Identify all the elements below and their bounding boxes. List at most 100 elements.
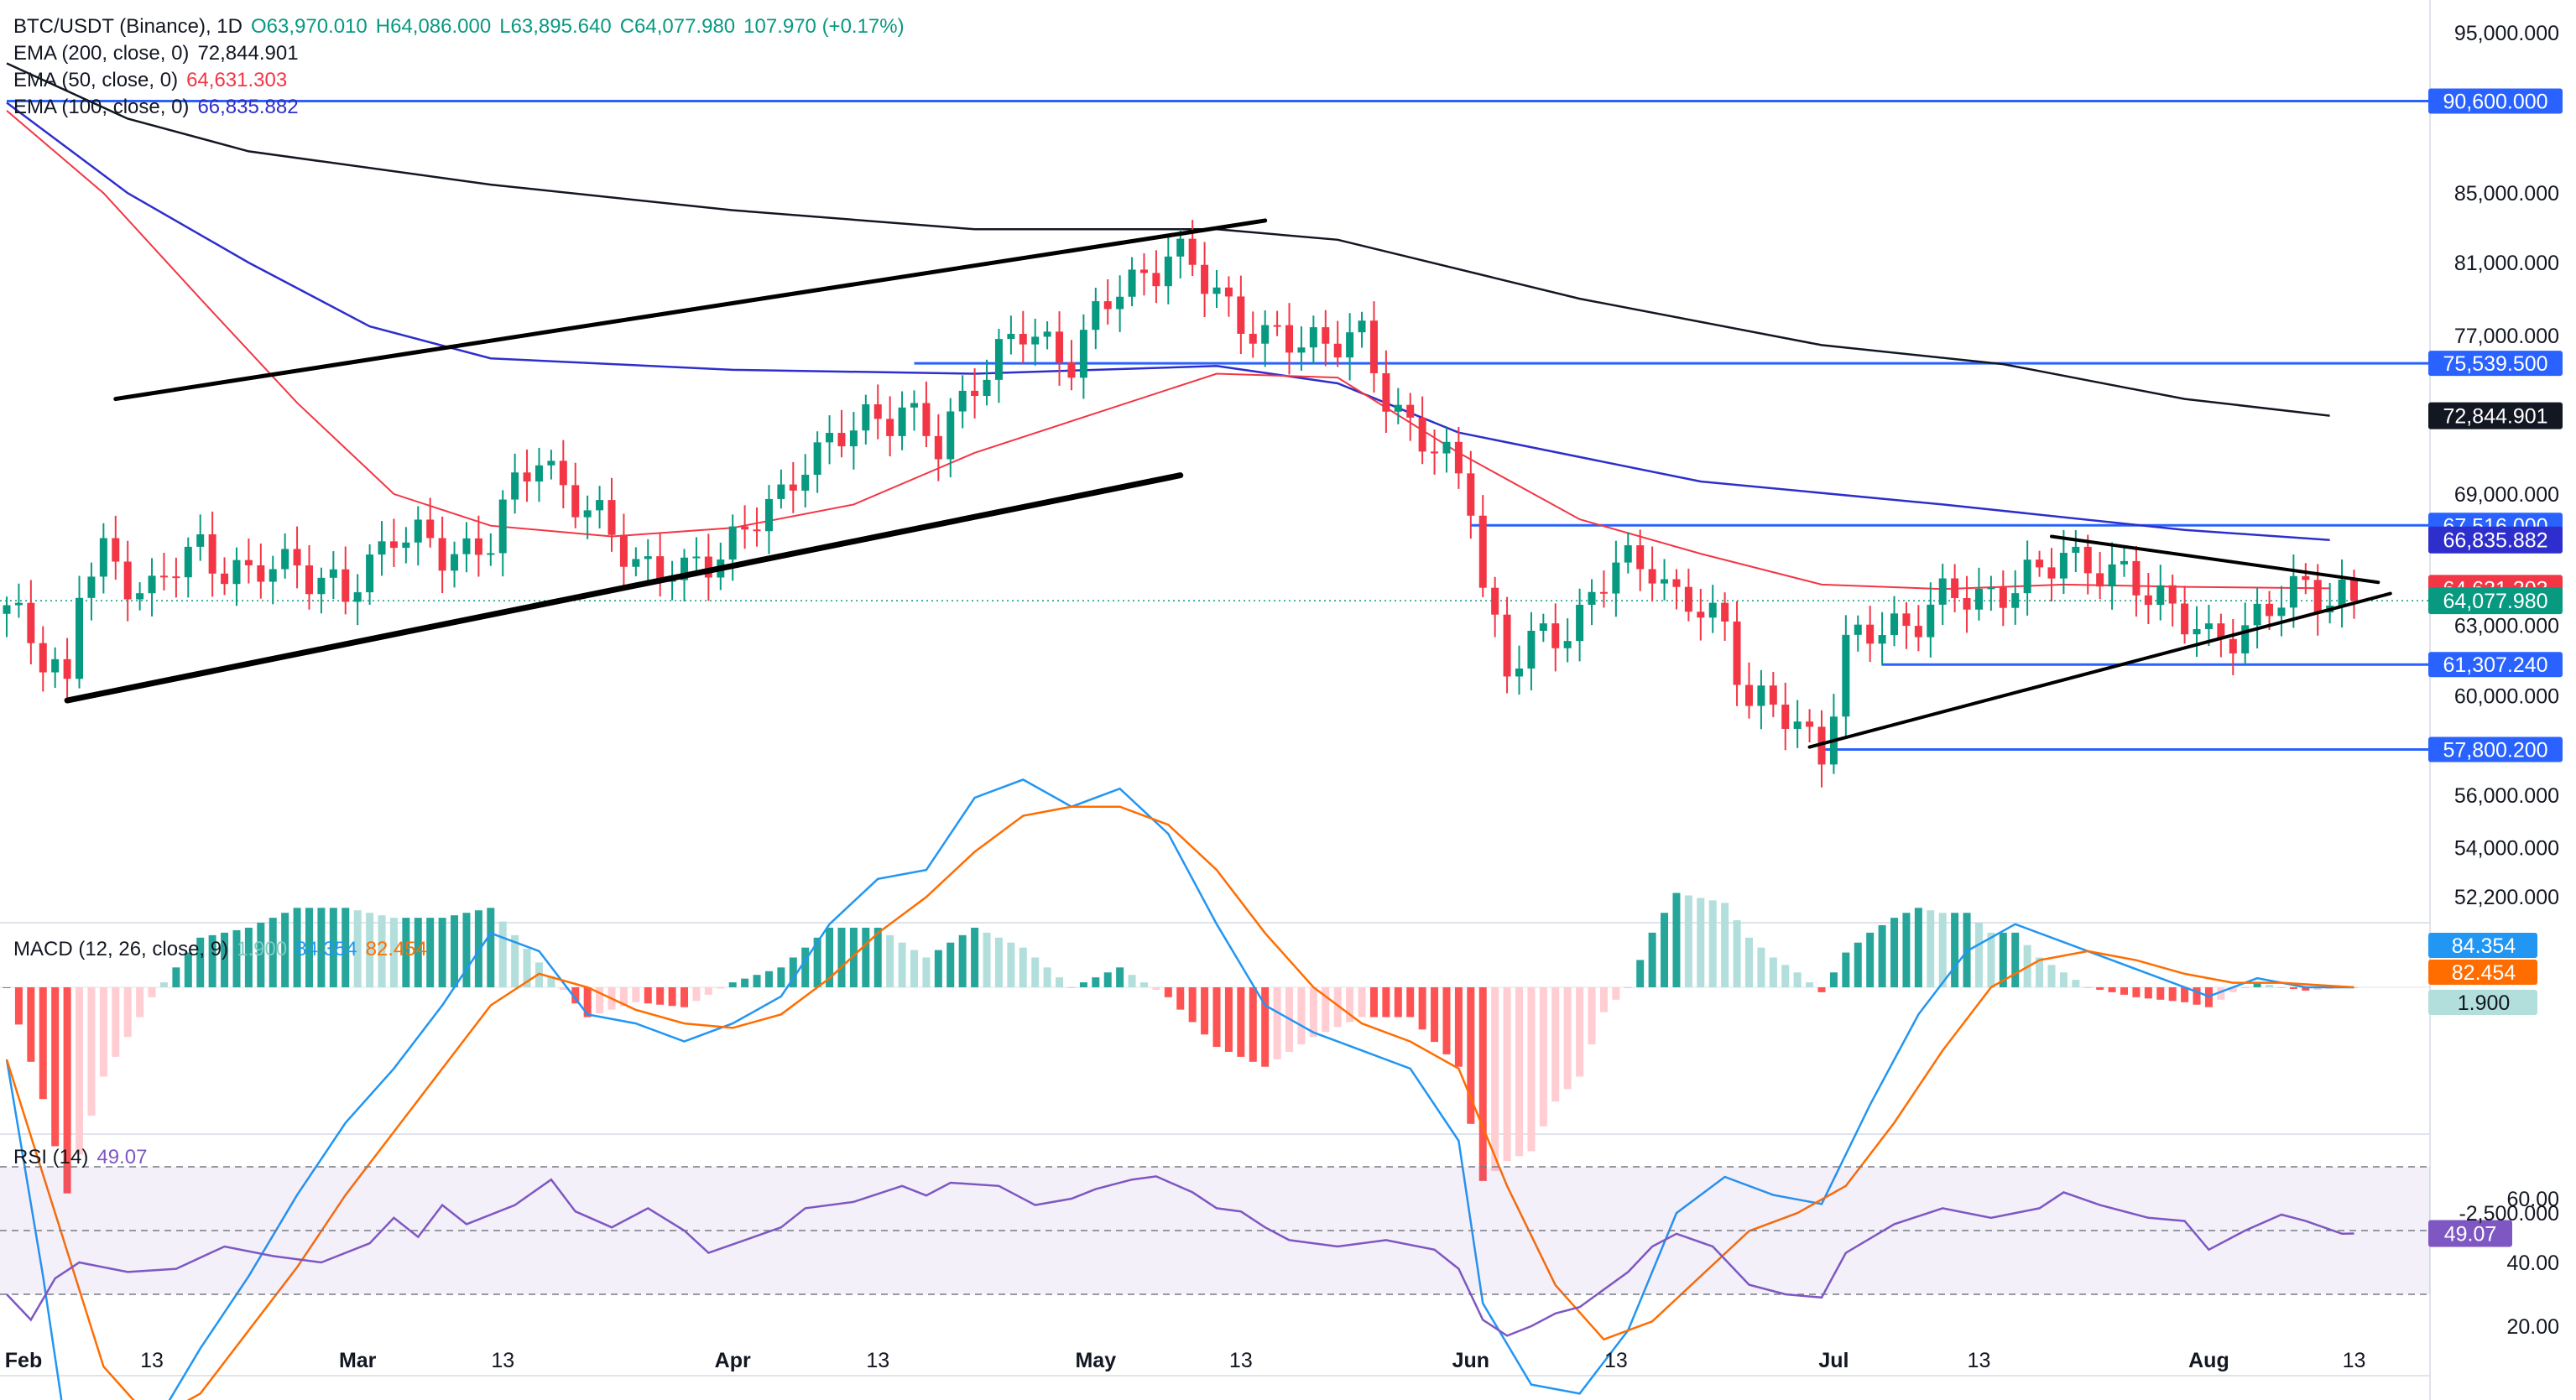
candle-body bbox=[1878, 635, 1886, 644]
macd-histogram-bar bbox=[2120, 987, 2128, 995]
candle-body bbox=[1092, 301, 1100, 330]
ema100-value: 66,835.882 bbox=[197, 96, 299, 118]
ohlc-row: BTC/USDT (Binance), 1D O63,970.010 H64,086… bbox=[13, 13, 913, 40]
macd-histogram-bar bbox=[2313, 987, 2322, 990]
candle-body bbox=[1128, 269, 1136, 297]
macd-histogram-bar bbox=[1744, 937, 1753, 987]
macd-histogram-bar bbox=[123, 987, 132, 1038]
candle-body bbox=[1116, 296, 1124, 310]
candle-body bbox=[813, 442, 821, 475]
candle-body bbox=[2241, 625, 2250, 653]
candle-body bbox=[2313, 580, 2322, 613]
macd-histogram-bar bbox=[1757, 947, 1765, 987]
price-tick-label: 81,000.000 bbox=[2454, 252, 2559, 275]
price-badge-text: 72,844.901 bbox=[2443, 405, 2547, 429]
candle-body bbox=[1346, 332, 1354, 358]
ema200-row[interactable]: EMA (200, close, 0) 72,844.901 bbox=[13, 40, 913, 67]
ema100-row[interactable]: EMA (100, close, 0) 66,835.882 bbox=[13, 94, 913, 121]
candle-body bbox=[946, 411, 955, 460]
open-value: O63,970.010 bbox=[250, 15, 368, 38]
candle-body bbox=[474, 538, 482, 555]
candle-body bbox=[1224, 287, 1233, 297]
trendline bbox=[1807, 591, 2392, 749]
price-badge bbox=[2428, 587, 2563, 615]
candle-body bbox=[184, 546, 192, 578]
macd-histogram-bar bbox=[487, 908, 495, 987]
rsi-tick-label: 20.00 bbox=[2506, 1315, 2559, 1339]
macd-histogram-bar bbox=[1103, 972, 1112, 987]
trendlines-layer[interactable] bbox=[64, 218, 2392, 749]
price-levels-layer[interactable]: 90,600.00075,539.50067,516.00061,307.240… bbox=[7, 88, 2563, 762]
candle-body bbox=[1781, 704, 1790, 729]
macd-histogram-bar bbox=[438, 918, 446, 987]
macd-histogram-bar bbox=[1056, 977, 1064, 987]
trendline bbox=[113, 218, 1268, 402]
candle-body bbox=[1056, 331, 1064, 363]
macd-histogram-bar bbox=[596, 987, 604, 1014]
macd-histogram-bar bbox=[511, 934, 519, 987]
candle-body bbox=[681, 557, 689, 580]
candle-body bbox=[2289, 575, 2297, 608]
macd-histogram-bar bbox=[1612, 987, 1620, 1000]
ema100-label: EMA (100, close, 0) bbox=[13, 96, 190, 118]
macd-histogram-bar bbox=[269, 918, 277, 987]
candle-body bbox=[438, 538, 446, 571]
macd-histogram-bar bbox=[2168, 987, 2177, 1002]
macd-histogram-bar bbox=[1914, 908, 1922, 987]
rsi-tick-label: 60.00 bbox=[2506, 1188, 2559, 1211]
ema50-row[interactable]: EMA (50, close, 0) 64,631.303 bbox=[13, 67, 913, 94]
macd-histogram-bar bbox=[619, 987, 628, 1007]
macd-histogram-bar bbox=[14, 987, 23, 1025]
rsi-legend[interactable]: RSI (14) 49.07 bbox=[13, 1144, 155, 1171]
candle-body bbox=[39, 643, 47, 673]
level-badge bbox=[2428, 736, 2563, 762]
candle-body bbox=[886, 419, 894, 436]
candle-body bbox=[764, 498, 773, 532]
rsi-badge bbox=[2428, 1220, 2512, 1247]
symbol-label[interactable]: BTC/USDT (Binance), 1D bbox=[13, 15, 242, 38]
candle-body bbox=[1297, 347, 1306, 353]
macd-histogram-bar bbox=[305, 908, 313, 987]
candle-body bbox=[619, 534, 628, 567]
low-value: L63,895.640 bbox=[499, 15, 612, 38]
macd-badge-text: 84.354 bbox=[2452, 934, 2516, 958]
macd-histogram-bar bbox=[2096, 987, 2104, 990]
candle-body bbox=[1454, 441, 1463, 474]
price-tick-label: 77,000.000 bbox=[2454, 325, 2559, 348]
macd-histogram-bar bbox=[329, 908, 337, 987]
macd-histogram-bar bbox=[1672, 893, 1681, 987]
macd-histogram-bar bbox=[172, 967, 180, 987]
macd-histogram-bar bbox=[547, 976, 555, 987]
macd-histogram-bar bbox=[1261, 987, 1270, 1067]
candle-body bbox=[2253, 603, 2261, 626]
macd-histogram-bar bbox=[1974, 923, 1983, 987]
macd-histogram-bar bbox=[958, 934, 967, 987]
macd-histogram-bar bbox=[2083, 987, 2092, 988]
macd-histogram-bar bbox=[946, 942, 955, 987]
macd-histogram-bar bbox=[873, 927, 882, 987]
macd-histogram-bar bbox=[1697, 898, 1705, 987]
macd-histogram-bar bbox=[681, 987, 689, 1007]
macd-histogram-bar bbox=[668, 987, 676, 1007]
candle-body bbox=[1951, 578, 1959, 599]
candle-body bbox=[849, 430, 858, 447]
macd-histogram-bar bbox=[789, 957, 797, 987]
candle-body bbox=[2181, 603, 2189, 635]
candle-body bbox=[1261, 325, 1270, 344]
candle-body bbox=[1382, 372, 1390, 412]
candle-body bbox=[801, 474, 810, 491]
macd-histogram-bar bbox=[1237, 987, 1245, 1057]
macd-histogram-bar bbox=[87, 987, 96, 1116]
candle-body bbox=[1067, 362, 1076, 378]
macd-histogram-bar bbox=[76, 987, 84, 1155]
candle-body bbox=[2083, 546, 2092, 574]
candle-body bbox=[1442, 441, 1451, 454]
candle-body bbox=[958, 390, 967, 412]
candle-body bbox=[994, 339, 1003, 380]
macd-legend[interactable]: MACD (12, 26, close, 9) 1.900 84.354 82.454 bbox=[13, 936, 435, 963]
macd-histogram-bar bbox=[1031, 957, 1040, 987]
rsi-tick-label: 40.00 bbox=[2506, 1252, 2559, 1275]
macd-histogram-bar bbox=[208, 934, 216, 987]
